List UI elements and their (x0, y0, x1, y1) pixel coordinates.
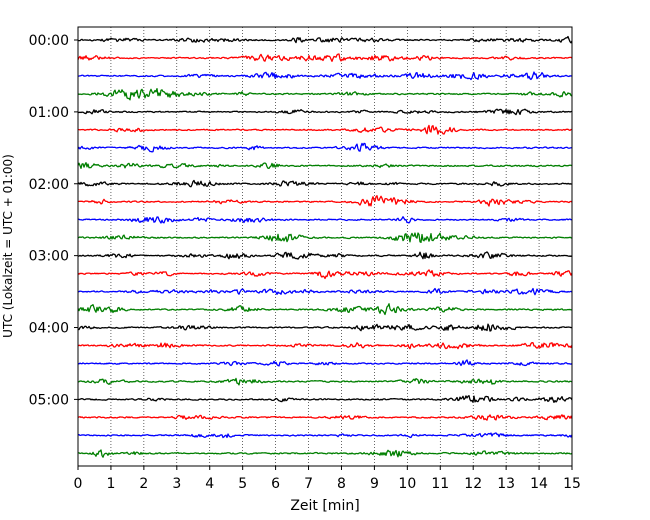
x-tick-label-12: 12 (464, 476, 482, 492)
y-tick-label-0400: 04:00 (29, 321, 69, 337)
trace-0100 (77, 108, 573, 116)
trace-0230 (77, 216, 573, 224)
trace-0130 (77, 142, 573, 153)
x-tick-label-2: 2 (139, 476, 148, 492)
x-tick-label-13: 13 (497, 476, 515, 492)
trace-0515 (77, 414, 573, 421)
trace-0400 (77, 323, 573, 332)
trace-0500 (77, 395, 573, 404)
plot-frame (77, 26, 573, 467)
x-tick-label-14: 14 (530, 476, 548, 492)
trace-0045 (77, 87, 573, 101)
trace-0545 (77, 449, 573, 458)
trace-0445 (77, 377, 573, 386)
trace-0345 (77, 303, 573, 316)
trace-0030 (77, 71, 573, 81)
y-axis: 00:00 01:00 02:00 03:00 04:00 05:00 (29, 33, 78, 408)
trace-0245 (77, 232, 573, 244)
trace-0315 (77, 269, 573, 280)
x-tick-label-6: 6 (271, 476, 280, 492)
trace-0000 (77, 35, 573, 44)
y-tick-label-0300: 03:00 (29, 249, 69, 265)
x-tick-label-11: 11 (431, 476, 449, 492)
x-tick-label-4: 4 (205, 476, 214, 492)
x-tick-label-15: 15 (563, 476, 581, 492)
y-axis-label: UTC (Lokalzeit = UTC + 01:00) (1, 154, 15, 338)
trace-0215 (77, 195, 573, 207)
x-axis-label: Zeit [min] (290, 498, 359, 514)
trace-0300 (77, 251, 573, 260)
x-axis: 0 1 2 3 4 5 6 7 8 9 10 11 12 13 14 15 (74, 466, 581, 492)
x-tick-label-1: 1 (106, 476, 115, 492)
trace-0200 (77, 179, 573, 188)
trace-0330 (77, 287, 573, 296)
y-tick-label-0000: 00:00 (29, 33, 69, 49)
x-tick-label-0: 0 (74, 476, 83, 492)
trace-0015 (77, 53, 573, 62)
trace-0115 (77, 124, 573, 135)
x-tick-label-7: 7 (304, 476, 313, 492)
trace-0145 (77, 162, 573, 169)
trace-0415 (77, 341, 573, 350)
x-tick-label-9: 9 (370, 476, 379, 492)
y-tick-label-0100: 01:00 (29, 105, 69, 121)
trace-0530 (77, 432, 573, 439)
y-tick-label-0500: 05:00 (29, 392, 69, 408)
x-tick-label-10: 10 (398, 476, 416, 492)
grid-lines (110, 27, 540, 466)
y-tick-label-0200: 02:00 (29, 177, 69, 193)
x-tick-label-5: 5 (238, 476, 247, 492)
x-tick-label-3: 3 (172, 476, 181, 492)
trace-group (77, 35, 573, 458)
trace-0430 (77, 359, 573, 367)
x-tick-label-8: 8 (337, 476, 346, 492)
